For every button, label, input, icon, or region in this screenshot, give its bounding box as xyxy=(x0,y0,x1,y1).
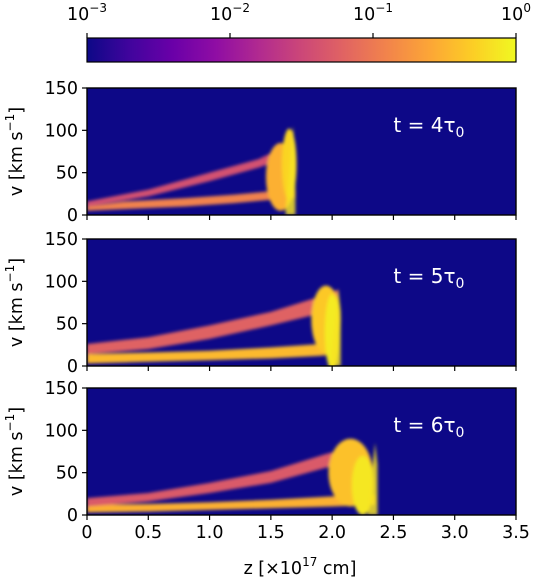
y-tick-label: 0 xyxy=(67,506,78,526)
y-tick-label: 100 xyxy=(45,421,78,441)
colorbar-tick-label: 10−2 xyxy=(210,1,250,25)
x-tick-label: 2.0 xyxy=(318,523,346,543)
panel-annotation: t = 6τ0 xyxy=(393,413,464,441)
y-axis-labels: v [km s−1] v [km s−1] v [km s−1] xyxy=(3,107,27,496)
x-tick-label: 1.0 xyxy=(196,523,224,543)
colorbar-gradient xyxy=(86,37,517,63)
x-axis-label-exp: 17 xyxy=(302,555,317,569)
panel-annotation: t = 5τ0 xyxy=(393,264,464,292)
heatmap-band xyxy=(87,147,284,207)
y-tick-label: 100 xyxy=(45,121,78,141)
panel-frame xyxy=(86,87,517,216)
x-tick-label: 1.5 xyxy=(257,523,285,543)
x-tick-label: 3.0 xyxy=(441,523,469,543)
colorbar: 10−3 10−2 10−1 100 xyxy=(67,1,531,63)
y-tick-label: 150 xyxy=(45,230,78,250)
heatmap-band xyxy=(87,189,296,211)
y-tick-label: 100 xyxy=(45,272,78,292)
panels: 0 50 100 150 t = 4τ0 0 50 100 150 t = 5τ0 0 50 100 15… xyxy=(45,79,530,543)
x-axis-label-post: cm] xyxy=(317,559,356,579)
heatmap-band xyxy=(87,494,376,513)
y-tick-label: 150 xyxy=(45,379,78,399)
x-tick-label: 0 xyxy=(81,523,92,543)
heatmap-band xyxy=(87,342,339,364)
x-axis-label: z [×1017 cm] xyxy=(244,555,357,579)
panel-annotation: t = 4τ0 xyxy=(393,113,464,141)
heatmap-band xyxy=(87,289,339,355)
x-tick-label: 3.5 xyxy=(502,523,530,543)
x-tick-label: 0.5 xyxy=(134,523,162,543)
x-tick-label: 2.5 xyxy=(380,523,408,543)
shock-front xyxy=(285,126,296,215)
y-tick-label: 50 xyxy=(56,164,78,184)
y-tick-label: 50 xyxy=(56,464,78,484)
heatmap-background xyxy=(87,88,516,215)
panel-1: 0 50 100 150 t = 4τ0 xyxy=(45,79,517,226)
y-tick-label: 150 xyxy=(45,79,78,99)
heatmap-blob xyxy=(351,455,374,515)
y-tick-label: 50 xyxy=(56,315,78,335)
panel-frame xyxy=(86,238,517,367)
y-axis-label: v [km s−1] xyxy=(3,258,27,347)
heatmap-band xyxy=(87,445,357,507)
panel-frame xyxy=(86,387,517,516)
x-axis-label-pre: z [×10 xyxy=(244,559,303,579)
shock-front xyxy=(330,288,341,366)
colorbar-tick-label: 10−3 xyxy=(67,1,107,25)
shock-front xyxy=(367,443,378,515)
y-axis-label: v [km s−1] xyxy=(3,407,27,496)
colorbar-tick-label: 100 xyxy=(501,1,531,25)
y-axis-label: v [km s−1] xyxy=(3,107,27,196)
panel-3: 0 50 100 150 0 0.5 1.0 1.5 2.0 2.5 3.0 3.5 t = 6τ0 xyxy=(45,379,530,543)
panel-2: 0 50 100 150 t = 5τ0 xyxy=(45,230,517,377)
colorbar-tick-label: 10−1 xyxy=(353,1,393,25)
colorbar-ticks: 10−3 10−2 10−1 100 xyxy=(67,1,531,38)
y-tick-label: 0 xyxy=(67,206,78,226)
y-tick-label: 0 xyxy=(67,357,78,377)
